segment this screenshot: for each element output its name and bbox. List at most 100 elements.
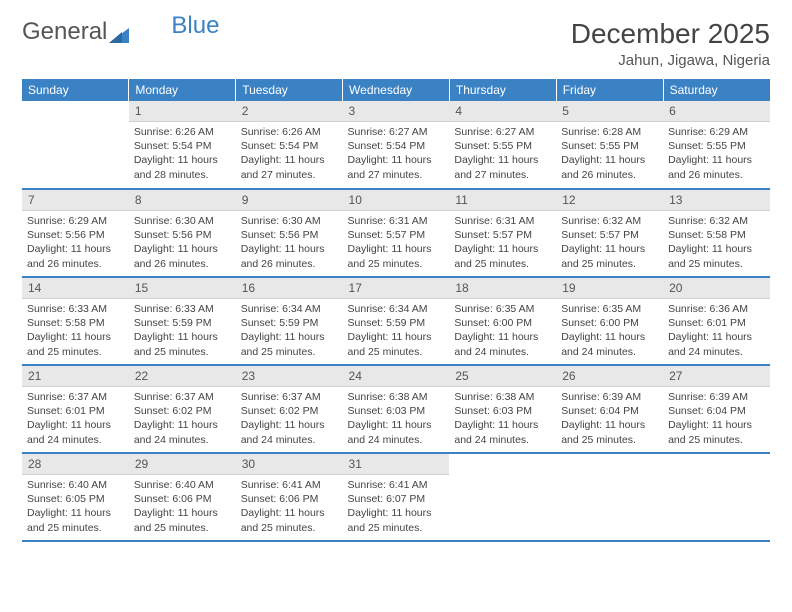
daylight-label: Daylight: xyxy=(348,419,392,431)
day-number: 31 xyxy=(343,454,450,475)
calendar-cell: 31Sunrise: 6:41 AMSunset: 6:07 PMDayligh… xyxy=(343,453,450,541)
sunrise-line: Sunrise: 6:32 AM xyxy=(561,214,658,228)
sunrise-label: Sunrise: xyxy=(27,479,68,491)
sunrise-value: 6:41 AM xyxy=(282,479,321,491)
day-header: Friday xyxy=(556,79,663,101)
calendar-cell: 9Sunrise: 6:30 AMSunset: 5:56 PMDaylight… xyxy=(236,189,343,277)
sunrise-line: Sunrise: 6:38 AM xyxy=(348,390,445,404)
day-number: 21 xyxy=(22,366,129,387)
sunrise-line: Sunrise: 6:27 AM xyxy=(348,125,445,139)
calendar-body: 1Sunrise: 6:26 AMSunset: 5:54 PMDaylight… xyxy=(22,101,770,541)
sunset-label: Sunset: xyxy=(134,317,173,329)
sunset-value: 5:57 PM xyxy=(493,229,532,241)
day-header: Monday xyxy=(129,79,236,101)
sunset-line: Sunset: 6:00 PM xyxy=(561,316,658,330)
day-number: 12 xyxy=(556,190,663,211)
day-body: Sunrise: 6:32 AMSunset: 5:58 PMDaylight:… xyxy=(663,211,770,276)
day-number: 22 xyxy=(129,366,236,387)
calendar-week: 7Sunrise: 6:29 AMSunset: 5:56 PMDaylight… xyxy=(22,189,770,277)
sunset-label: Sunset: xyxy=(348,493,387,505)
day-body: Sunrise: 6:33 AMSunset: 5:59 PMDaylight:… xyxy=(129,299,236,364)
day-number: 28 xyxy=(22,454,129,475)
sunrise-label: Sunrise: xyxy=(134,479,175,491)
sunset-value: 5:55 PM xyxy=(493,140,532,152)
sunset-label: Sunset: xyxy=(348,229,387,241)
daylight-label: Daylight: xyxy=(454,243,498,255)
sunset-line: Sunset: 6:06 PM xyxy=(134,492,231,506)
sunrise-line: Sunrise: 6:27 AM xyxy=(454,125,551,139)
sunrise-value: 6:39 AM xyxy=(603,391,642,403)
day-number: 14 xyxy=(22,278,129,299)
sunrise-line: Sunrise: 6:38 AM xyxy=(454,390,551,404)
day-number: 9 xyxy=(236,190,343,211)
sunset-line: Sunset: 5:54 PM xyxy=(348,139,445,153)
sunset-label: Sunset: xyxy=(561,405,600,417)
calendar-cell: 2Sunrise: 6:26 AMSunset: 5:54 PMDaylight… xyxy=(236,101,343,189)
sunrise-label: Sunrise: xyxy=(241,126,282,138)
sunrise-label: Sunrise: xyxy=(27,391,68,403)
logo-text-general: General xyxy=(22,18,107,46)
daylight-line: Daylight: 11 hours and 25 minutes. xyxy=(134,330,231,358)
sunset-line: Sunset: 6:03 PM xyxy=(454,404,551,418)
daylight-label: Daylight: xyxy=(241,154,285,166)
sunrise-label: Sunrise: xyxy=(241,391,282,403)
daylight-label: Daylight: xyxy=(241,331,285,343)
sunset-value: 6:03 PM xyxy=(493,405,532,417)
sunset-line: Sunset: 5:55 PM xyxy=(454,139,551,153)
calendar-cell: 11Sunrise: 6:31 AMSunset: 5:57 PMDayligh… xyxy=(449,189,556,277)
sunrise-value: 6:31 AM xyxy=(496,215,535,227)
sunset-label: Sunset: xyxy=(27,229,66,241)
sunrise-label: Sunrise: xyxy=(561,391,602,403)
sunset-line: Sunset: 5:57 PM xyxy=(454,228,551,242)
sunrise-line: Sunrise: 6:30 AM xyxy=(241,214,338,228)
sunset-label: Sunset: xyxy=(668,317,707,329)
daylight-line: Daylight: 11 hours and 24 minutes. xyxy=(134,418,231,446)
day-body: Sunrise: 6:36 AMSunset: 6:01 PMDaylight:… xyxy=(663,299,770,364)
daylight-line: Daylight: 11 hours and 25 minutes. xyxy=(454,242,551,270)
daylight-line: Daylight: 11 hours and 25 minutes. xyxy=(27,330,124,358)
month-title: December 2025 xyxy=(571,18,770,50)
sunrise-label: Sunrise: xyxy=(668,303,709,315)
daylight-line: Daylight: 11 hours and 26 minutes. xyxy=(27,242,124,270)
day-body: Sunrise: 6:28 AMSunset: 5:55 PMDaylight:… xyxy=(556,122,663,187)
sunrise-label: Sunrise: xyxy=(241,479,282,491)
sunset-value: 6:07 PM xyxy=(386,493,425,505)
sunset-value: 6:02 PM xyxy=(279,405,318,417)
daylight-label: Daylight: xyxy=(348,331,392,343)
calendar-cell: 1Sunrise: 6:26 AMSunset: 5:54 PMDaylight… xyxy=(129,101,236,189)
daylight-line: Daylight: 11 hours and 25 minutes. xyxy=(668,418,765,446)
sunset-value: 5:58 PM xyxy=(66,317,105,329)
sunset-label: Sunset: xyxy=(241,229,280,241)
daylight-line: Daylight: 11 hours and 24 minutes. xyxy=(668,330,765,358)
sunrise-value: 6:36 AM xyxy=(710,303,749,315)
daylight-line: Daylight: 11 hours and 25 minutes. xyxy=(561,418,658,446)
day-number: 24 xyxy=(343,366,450,387)
calendar-cell: 15Sunrise: 6:33 AMSunset: 5:59 PMDayligh… xyxy=(129,277,236,365)
sunrise-value: 6:41 AM xyxy=(389,479,428,491)
sunrise-value: 6:26 AM xyxy=(175,126,214,138)
sunrise-value: 6:29 AM xyxy=(68,215,107,227)
sunrise-label: Sunrise: xyxy=(134,303,175,315)
day-number: 23 xyxy=(236,366,343,387)
daylight-label: Daylight: xyxy=(668,331,712,343)
sunrise-line: Sunrise: 6:37 AM xyxy=(134,390,231,404)
sunrise-label: Sunrise: xyxy=(454,215,495,227)
sunset-value: 5:59 PM xyxy=(172,317,211,329)
sunrise-value: 6:35 AM xyxy=(496,303,535,315)
calendar-cell: 27Sunrise: 6:39 AMSunset: 6:04 PMDayligh… xyxy=(663,365,770,453)
sunrise-value: 6:30 AM xyxy=(282,215,321,227)
sunset-line: Sunset: 6:00 PM xyxy=(454,316,551,330)
day-body: Sunrise: 6:40 AMSunset: 6:05 PMDaylight:… xyxy=(22,475,129,540)
day-number: 3 xyxy=(343,101,450,122)
calendar-cell: 14Sunrise: 6:33 AMSunset: 5:58 PMDayligh… xyxy=(22,277,129,365)
sunset-line: Sunset: 5:55 PM xyxy=(561,139,658,153)
sunrise-label: Sunrise: xyxy=(668,126,709,138)
daylight-line: Daylight: 11 hours and 24 minutes. xyxy=(454,330,551,358)
day-number: 18 xyxy=(449,278,556,299)
calendar-cell: 29Sunrise: 6:40 AMSunset: 6:06 PMDayligh… xyxy=(129,453,236,541)
daylight-label: Daylight: xyxy=(348,243,392,255)
day-body: Sunrise: 6:33 AMSunset: 5:58 PMDaylight:… xyxy=(22,299,129,364)
sunset-value: 6:06 PM xyxy=(279,493,318,505)
daylight-line: Daylight: 11 hours and 28 minutes. xyxy=(134,153,231,181)
sunrise-value: 6:33 AM xyxy=(68,303,107,315)
